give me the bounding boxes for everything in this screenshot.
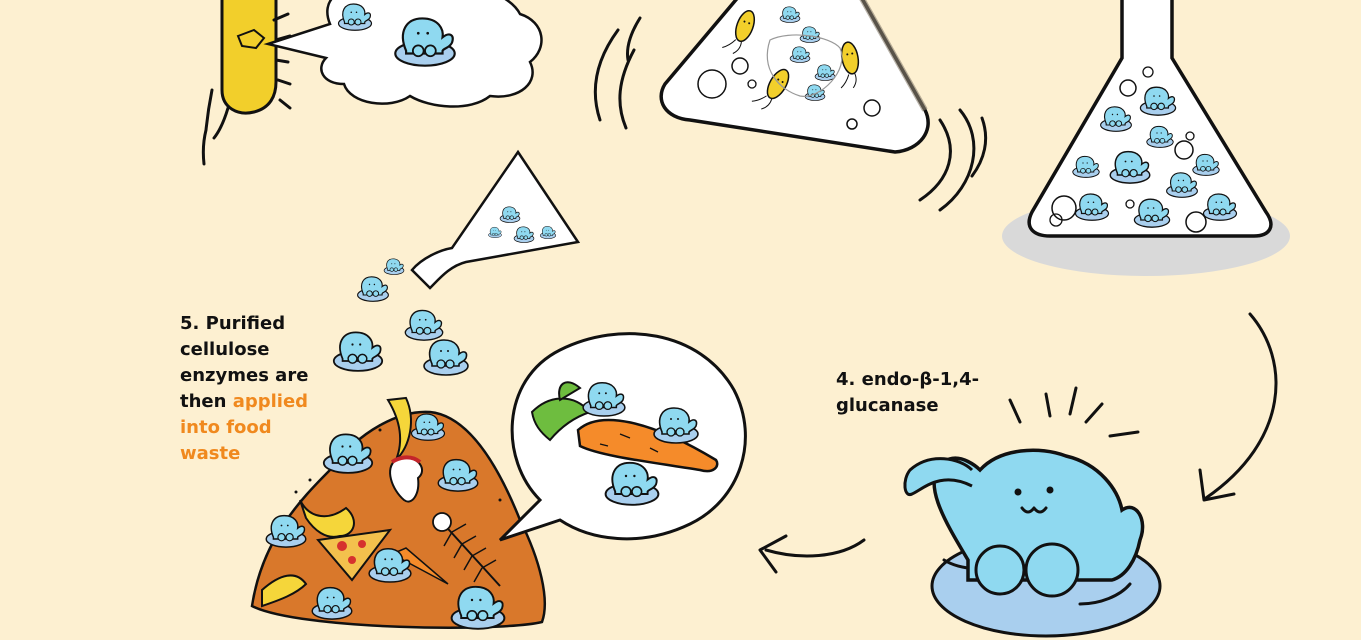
curved-arrow bbox=[1198, 312, 1278, 502]
carrot-speech-bubble bbox=[498, 332, 747, 542]
step-5-highlight-1: applied bbox=[232, 391, 309, 412]
step-4-line-2: glucanase bbox=[836, 395, 939, 416]
step-5-label: 5. Purified cellulose enzymes are then a… bbox=[180, 311, 320, 467]
falling-enzymes bbox=[332, 258, 469, 376]
enzyme-solution-flask bbox=[1002, 0, 1290, 276]
left-arrow bbox=[758, 534, 866, 574]
step-5-line-3: enzymes are bbox=[180, 365, 309, 386]
bacterium-with-speech-cloud bbox=[201, 0, 543, 166]
step-4-line-1: 4. endo-β-1,4- bbox=[836, 369, 980, 390]
pouring-flask bbox=[410, 149, 581, 290]
enzyme-mascot bbox=[903, 386, 1162, 638]
shaken-culture-flask bbox=[593, 0, 988, 212]
step-5-highlight-2: into food bbox=[180, 417, 272, 438]
food-waste-pile bbox=[250, 396, 546, 630]
step-5-line-1: 5. Purified bbox=[180, 313, 286, 334]
step-5-highlight-3: waste bbox=[180, 443, 241, 464]
step-4-label: 4. endo-β-1,4- glucanase bbox=[836, 367, 996, 419]
step-5-line-4: then bbox=[180, 391, 233, 412]
step-5-line-2: cellulose bbox=[180, 339, 270, 360]
